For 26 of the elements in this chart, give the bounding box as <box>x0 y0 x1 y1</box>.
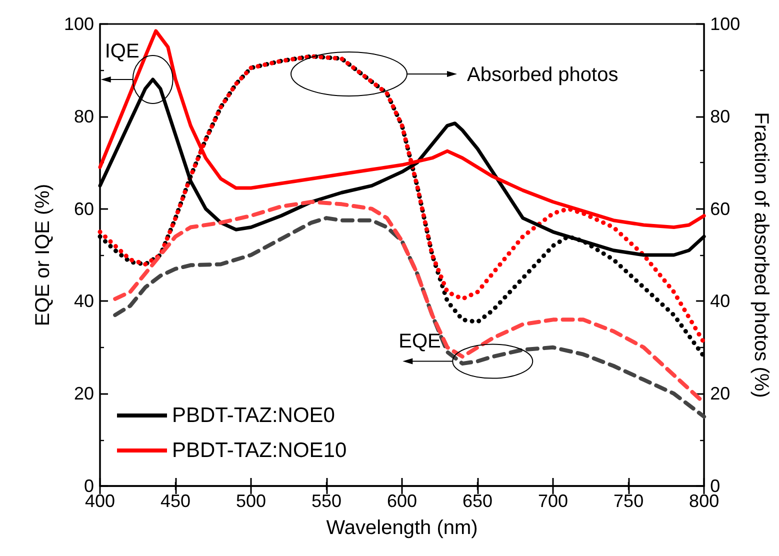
x-tick-label: 650 <box>462 491 493 511</box>
y2-tick-label: 100 <box>710 14 740 34</box>
y-tick-label: 60 <box>74 198 94 219</box>
annotation: IQE <box>104 40 140 62</box>
y-tick-label: 20 <box>74 384 94 404</box>
legend-label: PBDT-TAZ:NOE10 <box>172 439 347 462</box>
y-tick-label: 80 <box>74 106 94 126</box>
y-tick-label: 100 <box>64 14 94 34</box>
annotation: Absorbed photos <box>467 64 618 86</box>
x-tick-label: 700 <box>538 491 568 511</box>
x-tick-label: 500 <box>236 491 266 511</box>
x-tick-label: 550 <box>312 491 342 511</box>
y2-tick-label: 40 <box>710 291 730 312</box>
y2-tick-label: 80 <box>710 106 730 126</box>
x-axis-title: Wavelength (nm) <box>326 517 478 539</box>
annotation: EQE <box>398 330 441 352</box>
y2-axis-title: Fraction of absorbed photos (%) <box>750 112 772 398</box>
legend-label: PBDT-TAZ:NOE0 <box>172 404 335 427</box>
y2-tick-label: 60 <box>710 198 730 219</box>
y-tick-label: 40 <box>74 291 94 312</box>
y2-tick-label: 20 <box>710 384 730 404</box>
x-tick-label: 600 <box>387 491 418 511</box>
x-tick-label: 800 <box>689 491 720 511</box>
x-tick-label: 450 <box>160 491 191 511</box>
y-axis-title: EQE or IQE (%) <box>32 184 54 326</box>
x-tick-label: 750 <box>614 491 644 511</box>
